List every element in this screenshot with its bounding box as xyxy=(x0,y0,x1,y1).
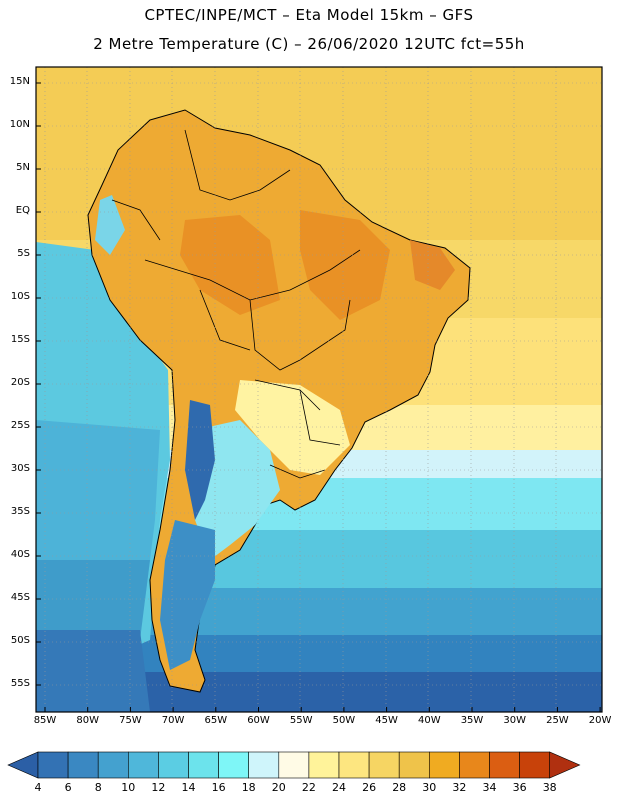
land-hot-zone xyxy=(410,240,455,290)
lat-label: EQ xyxy=(15,205,30,216)
colorbar-label: 12 xyxy=(151,781,166,794)
lat-label: 15S xyxy=(10,334,30,345)
lon-label: 35W xyxy=(460,715,484,726)
colorbar-segment xyxy=(188,751,219,779)
colorbar-label: 36 xyxy=(512,781,527,794)
colorbar-segment xyxy=(37,751,69,779)
lon-label: 55W xyxy=(289,715,313,726)
lat-label: 10N xyxy=(9,119,30,130)
colorbar-segment xyxy=(489,751,520,779)
colorbar-segment xyxy=(128,751,159,779)
colorbar-segment xyxy=(368,751,400,779)
colorbar-label: 4 xyxy=(34,781,42,794)
colorbar-label: 34 xyxy=(482,781,497,794)
lon-label: 70W xyxy=(161,715,185,726)
land-cool-zone xyxy=(235,380,350,475)
colorbar-label: 14 xyxy=(181,781,196,794)
andes-cold-strip xyxy=(95,195,125,255)
colorbar xyxy=(7,751,581,779)
lon-label: 20W xyxy=(588,715,612,726)
lon-label: 45W xyxy=(375,715,398,726)
colorbar-label: 38 xyxy=(542,781,557,794)
lat-label: 30S xyxy=(10,463,30,474)
pacific-cool-water xyxy=(36,630,150,712)
chart-title: CPTEC/INPE/MCT – Eta Model 15km – GFS xyxy=(144,6,474,24)
colorbar-max-arrow xyxy=(549,751,581,779)
lon-label: 65W xyxy=(204,715,228,726)
lon-label: 25W xyxy=(546,715,569,726)
colorbar-segment xyxy=(218,751,250,779)
colorbar-segment xyxy=(398,751,430,779)
colorbar-label: 26 xyxy=(362,781,377,794)
land-cool-zone xyxy=(160,520,215,670)
axis-ticks xyxy=(36,82,601,712)
andes-cold-strip xyxy=(185,400,215,520)
lon-label: 85W xyxy=(33,715,57,726)
colorbar-label: 20 xyxy=(271,781,286,794)
colorbar-segment xyxy=(97,751,129,779)
lat-label: 55S xyxy=(10,678,30,689)
colorbar-segment xyxy=(428,751,460,779)
colorbar-segment xyxy=(338,751,370,779)
colorbar-label: 28 xyxy=(392,781,407,794)
colorbar-segment xyxy=(278,751,310,779)
colorbar-segment xyxy=(519,751,550,779)
colorbar-label: 8 xyxy=(94,781,102,794)
lon-label: 75W xyxy=(119,715,142,726)
lat-label: 35S xyxy=(10,506,30,517)
lat-label: 40S xyxy=(10,549,30,560)
colorbar-label: 16 xyxy=(211,781,226,794)
colorbar-label: 10 xyxy=(121,781,136,794)
colorbar-label: 24 xyxy=(332,781,346,794)
land-hot-zone xyxy=(300,210,390,320)
colorbar-min-arrow xyxy=(7,751,39,779)
colorbar-segment xyxy=(459,751,490,779)
lon-label: 30W xyxy=(503,715,526,726)
colorbar-label: 30 xyxy=(422,781,437,794)
chart-subtitle: 2 Metre Temperature (C) – 26/06/2020 12U… xyxy=(93,35,525,53)
land-hot-zone xyxy=(180,215,280,315)
colorbar-label: 6 xyxy=(64,781,72,794)
colorbar-label: 22 xyxy=(301,781,316,794)
colorbar-segment xyxy=(158,751,189,779)
lat-label: 15N xyxy=(9,76,30,87)
lon-label: 80W xyxy=(76,715,99,726)
lat-label: 20S xyxy=(10,377,30,388)
colorbar-label: 18 xyxy=(241,781,256,794)
lat-label: 45S xyxy=(10,592,30,603)
colorbar-segment xyxy=(67,751,99,779)
lat-label: 50S xyxy=(10,635,30,646)
lon-label: 50W xyxy=(332,715,356,726)
lon-label: 60W xyxy=(247,715,270,726)
lat-label: 5N xyxy=(16,162,30,173)
lat-label: 5S xyxy=(17,248,30,259)
colorbar-segment xyxy=(308,751,340,779)
lat-label: 10S xyxy=(10,291,30,302)
country-borders xyxy=(111,129,361,479)
pacific-cool-water xyxy=(36,560,150,650)
lat-label: 25S xyxy=(10,420,30,431)
colorbar-segment xyxy=(248,751,280,779)
colorbar-label: 32 xyxy=(452,781,467,794)
map-frame xyxy=(35,66,603,713)
lon-label: 40W xyxy=(417,715,441,726)
